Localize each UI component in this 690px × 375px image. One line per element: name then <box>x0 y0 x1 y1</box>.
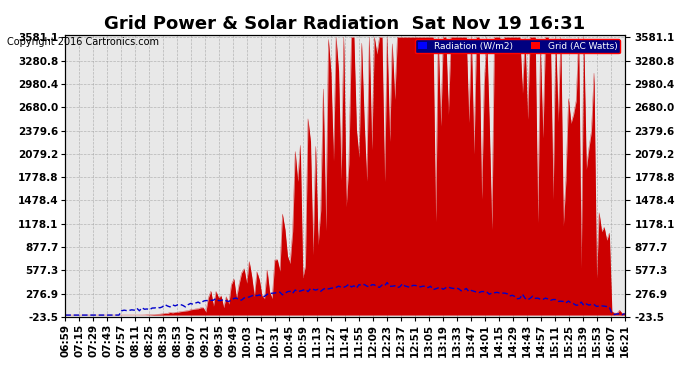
Legend: Radiation (W/m2), Grid (AC Watts): Radiation (W/m2), Grid (AC Watts) <box>415 39 620 54</box>
Title: Grid Power & Solar Radiation  Sat Nov 19 16:31: Grid Power & Solar Radiation Sat Nov 19 … <box>104 15 586 33</box>
Text: Copyright 2016 Cartronics.com: Copyright 2016 Cartronics.com <box>7 37 159 47</box>
